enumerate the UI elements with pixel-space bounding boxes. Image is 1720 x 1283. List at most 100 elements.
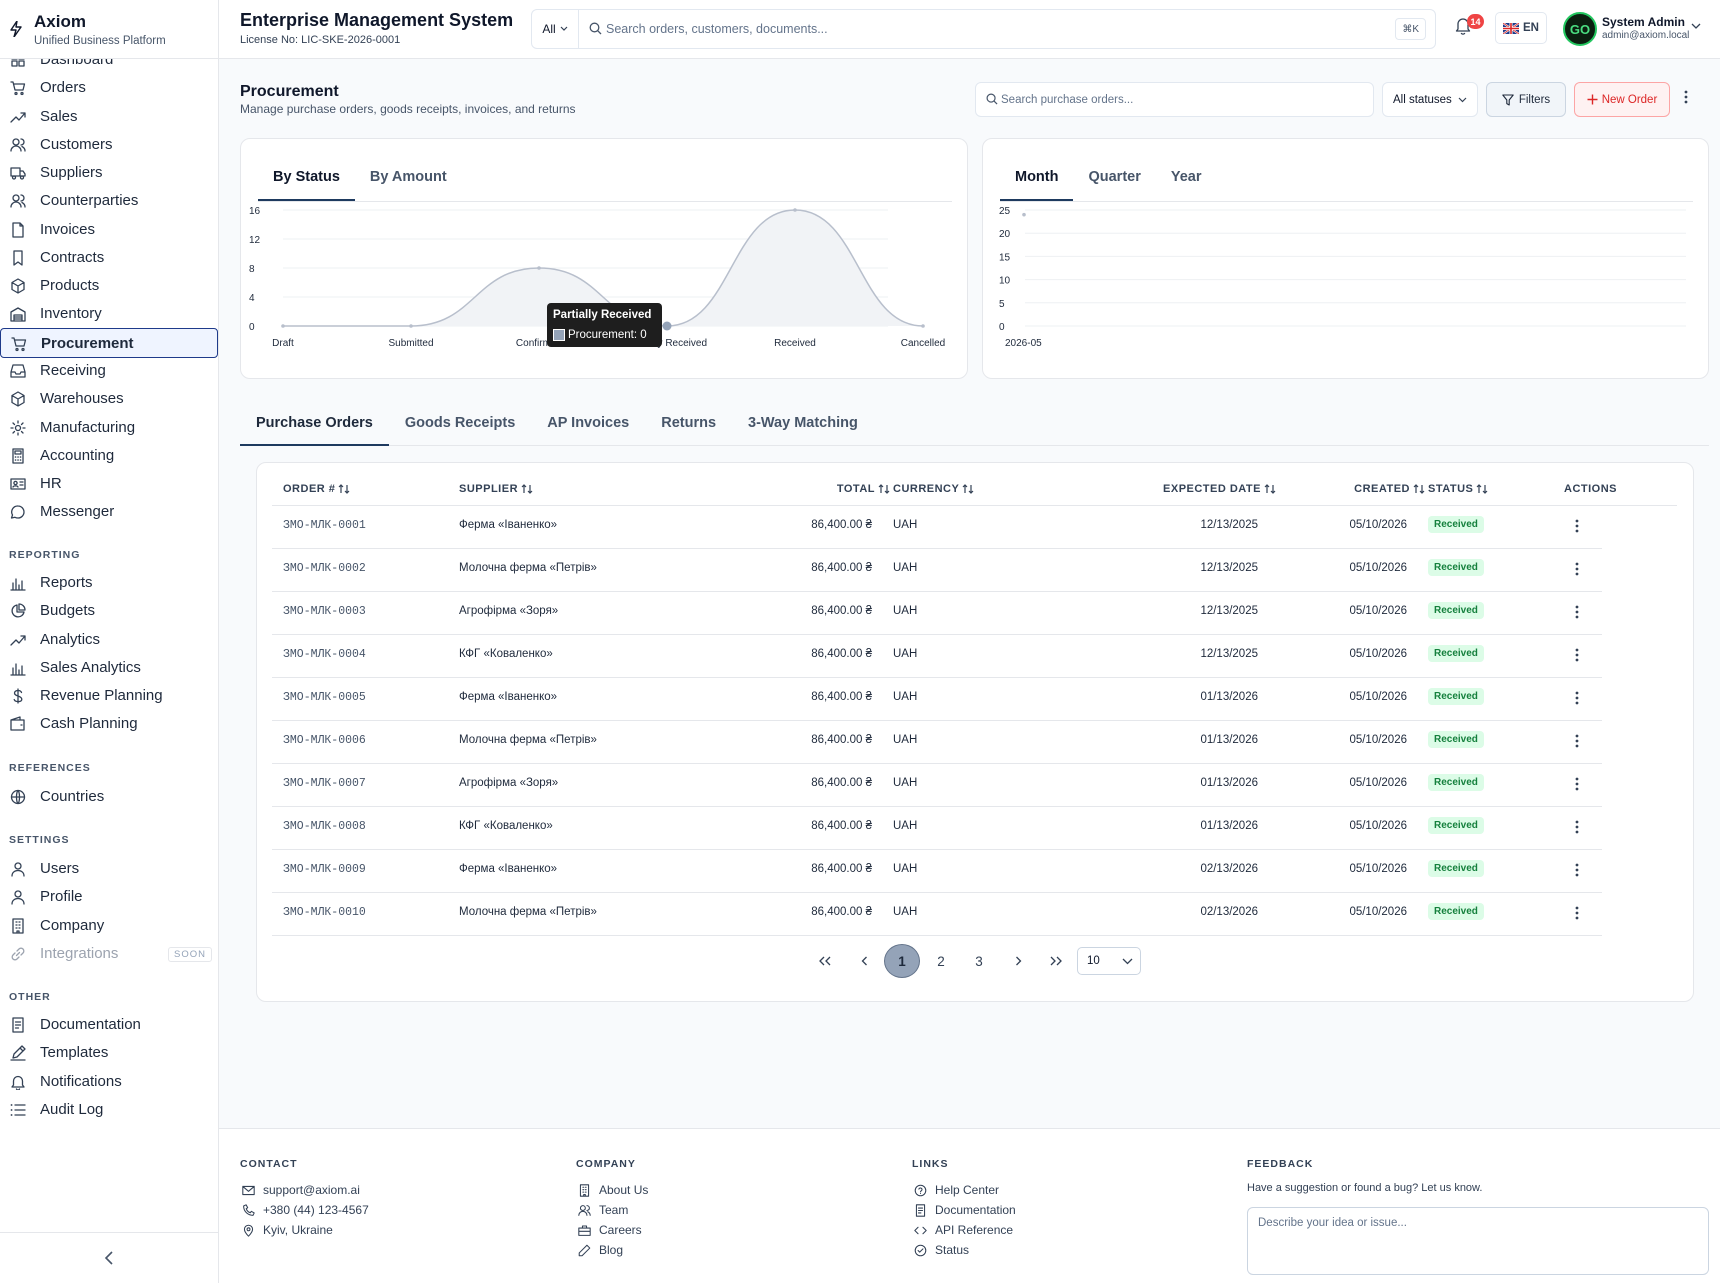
order-number-link[interactable]: ЗМО-МЛК-0010	[283, 906, 366, 919]
sidebar-item-users[interactable]: Users	[0, 854, 218, 884]
avatar[interactable]: GO	[1563, 12, 1597, 46]
prev-page-button[interactable]	[846, 944, 882, 978]
data-point[interactable]	[537, 266, 541, 270]
order-number-link[interactable]: ЗМО-МЛК-0002	[283, 562, 366, 575]
order-number-link[interactable]: ЗМО-МЛК-0005	[283, 691, 366, 704]
sidebar-item-profile[interactable]: Profile	[0, 882, 218, 912]
column-header-order[interactable]: ORDER #	[283, 483, 350, 495]
sidebar-item-countries[interactable]: Countries	[0, 782, 218, 812]
search-scope-select[interactable]: All	[532, 10, 579, 48]
row-actions-menu-icon[interactable]	[1575, 519, 1579, 533]
column-header-total[interactable]: TOTAL	[837, 483, 890, 495]
data-point[interactable]	[662, 321, 672, 331]
data-point[interactable]	[1022, 212, 1026, 217]
sidebar-item-manufacturing[interactable]: Manufacturing	[0, 413, 218, 443]
row-actions-menu-icon[interactable]	[1575, 605, 1579, 619]
sidebar-item-dashboard[interactable]: Dashboard	[0, 59, 218, 75]
filters-button[interactable]: Filters	[1486, 82, 1566, 117]
footer-link-api-reference[interactable]: API Reference	[914, 1223, 1013, 1237]
purchase-order-search-input[interactable]	[1001, 90, 1361, 110]
data-point[interactable]	[921, 324, 925, 328]
footer-link-documentation[interactable]: Documentation	[914, 1203, 1016, 1217]
sidebar-item-inventory[interactable]: Inventory	[0, 299, 218, 329]
order-number-link[interactable]: ЗМО-МЛК-0003	[283, 605, 366, 618]
sidebar-item-sales[interactable]: Sales	[0, 102, 218, 132]
tab-3-way-matching[interactable]: 3-Way Matching	[748, 415, 858, 431]
row-actions-menu-icon[interactable]	[1575, 820, 1579, 834]
order-number-link[interactable]: ЗМО-МЛК-0009	[283, 863, 366, 876]
column-header-status[interactable]: STATUS	[1428, 483, 1488, 495]
footer-link-about-us[interactable]: About Us	[578, 1183, 648, 1197]
sidebar-item-warehouses[interactable]: Warehouses	[0, 384, 218, 414]
sidebar-item-products[interactable]: Products	[0, 271, 218, 301]
contact-support-axiom-ai[interactable]: support@axiom.ai	[242, 1183, 360, 1197]
sidebar-item-orders[interactable]: Orders	[0, 73, 218, 103]
row-actions-menu-icon[interactable]	[1575, 777, 1579, 791]
order-number-link[interactable]: ЗМО-МЛК-0004	[283, 648, 366, 661]
row-actions-menu-icon[interactable]	[1575, 648, 1579, 662]
sidebar-item-revenue-planning[interactable]: Revenue Planning	[0, 681, 218, 711]
sidebar-item-counterparties[interactable]: Counterparties	[0, 186, 218, 216]
sidebar-item-receiving[interactable]: Receiving	[0, 356, 218, 386]
first-page-button[interactable]	[807, 944, 843, 978]
sidebar-item-templates[interactable]: Templates	[0, 1038, 218, 1068]
order-number-link[interactable]: ЗМО-МЛК-0007	[283, 777, 366, 790]
contact-kyiv-ukraine[interactable]: Kyiv, Ukraine	[242, 1223, 333, 1237]
order-number-link[interactable]: ЗМО-МЛК-0008	[283, 820, 366, 833]
column-header-supplier[interactable]: SUPPLIER	[459, 483, 533, 495]
sidebar-item-invoices[interactable]: Invoices	[0, 215, 218, 245]
feedback-textarea[interactable]	[1247, 1207, 1709, 1275]
row-actions-menu-icon[interactable]	[1575, 906, 1579, 920]
last-page-button[interactable]	[1038, 944, 1074, 978]
data-point[interactable]	[793, 208, 797, 212]
footer-link-status[interactable]: Status	[914, 1243, 969, 1257]
column-header-created[interactable]: CREATED	[1354, 483, 1425, 495]
footer-link-careers[interactable]: Careers	[578, 1223, 642, 1237]
sidebar-item-procurement[interactable]: Procurement	[0, 327, 218, 358]
footer-link-help-center[interactable]: Help Center	[914, 1183, 999, 1197]
tab-returns[interactable]: Returns	[661, 415, 717, 431]
page-button-3[interactable]: 3	[975, 953, 983, 969]
notifications-button[interactable]: 14	[1455, 14, 1484, 43]
user-name[interactable]: System Admin	[1602, 15, 1685, 29]
sidebar-item-integrations[interactable]: Integrations SOON	[0, 939, 218, 969]
next-page-button[interactable]	[1000, 944, 1036, 978]
status-filter-select[interactable]: All statuses	[1382, 82, 1478, 117]
tab-quarter[interactable]: Quarter	[1088, 169, 1141, 185]
chevron-down-icon[interactable]	[1691, 23, 1701, 30]
tab-year[interactable]: Year	[1170, 169, 1202, 185]
global-search-input[interactable]	[606, 18, 1306, 40]
collapse-sidebar-button[interactable]	[0, 1232, 218, 1283]
data-point[interactable]	[409, 324, 413, 328]
tab-goods-receipts[interactable]: Goods Receipts	[404, 415, 516, 431]
new-order-button[interactable]: New Order	[1574, 82, 1670, 117]
sidebar-item-company[interactable]: Company	[0, 911, 218, 941]
sidebar-item-messenger[interactable]: Messenger	[0, 497, 218, 527]
column-header-expected[interactable]: EXPECTED DATE	[1163, 483, 1276, 495]
order-number-link[interactable]: ЗМО-МЛК-0006	[283, 734, 366, 747]
language-switcher[interactable]: EN	[1495, 12, 1547, 44]
tab-purchase-orders[interactable]: Purchase Orders	[240, 405, 389, 446]
tab-by-status[interactable]: By Status	[258, 159, 355, 201]
column-header-currency[interactable]: CURRENCY	[893, 483, 974, 495]
sidebar-item-suppliers[interactable]: Suppliers	[0, 158, 218, 188]
row-actions-menu-icon[interactable]	[1575, 863, 1579, 877]
row-actions-menu-icon[interactable]	[1575, 734, 1579, 748]
tab-month[interactable]: Month	[1000, 159, 1074, 201]
sidebar-item-hr[interactable]: HR	[0, 469, 218, 499]
sidebar-item-budgets[interactable]: Budgets	[0, 596, 218, 626]
footer-link-blog[interactable]: Blog	[578, 1243, 623, 1257]
row-actions-menu-icon[interactable]	[1575, 691, 1579, 705]
more-vertical-icon[interactable]	[1684, 90, 1688, 104]
sidebar-item-analytics[interactable]: Analytics	[0, 625, 218, 655]
sidebar-item-sales-analytics[interactable]: Sales Analytics	[0, 653, 218, 683]
sidebar-item-reports[interactable]: Reports	[0, 568, 218, 598]
footer-link-team[interactable]: Team	[578, 1203, 628, 1217]
page-size-select[interactable]: 10	[1077, 947, 1141, 975]
order-number-link[interactable]: ЗМО-МЛК-0001	[283, 519, 366, 532]
sidebar-item-contracts[interactable]: Contracts	[0, 243, 218, 273]
sidebar-item-accounting[interactable]: Accounting	[0, 441, 218, 471]
contact-380-44-123-4567[interactable]: +380 (44) 123-4567	[242, 1203, 369, 1217]
row-actions-menu-icon[interactable]	[1575, 562, 1579, 576]
data-point[interactable]	[281, 324, 285, 328]
